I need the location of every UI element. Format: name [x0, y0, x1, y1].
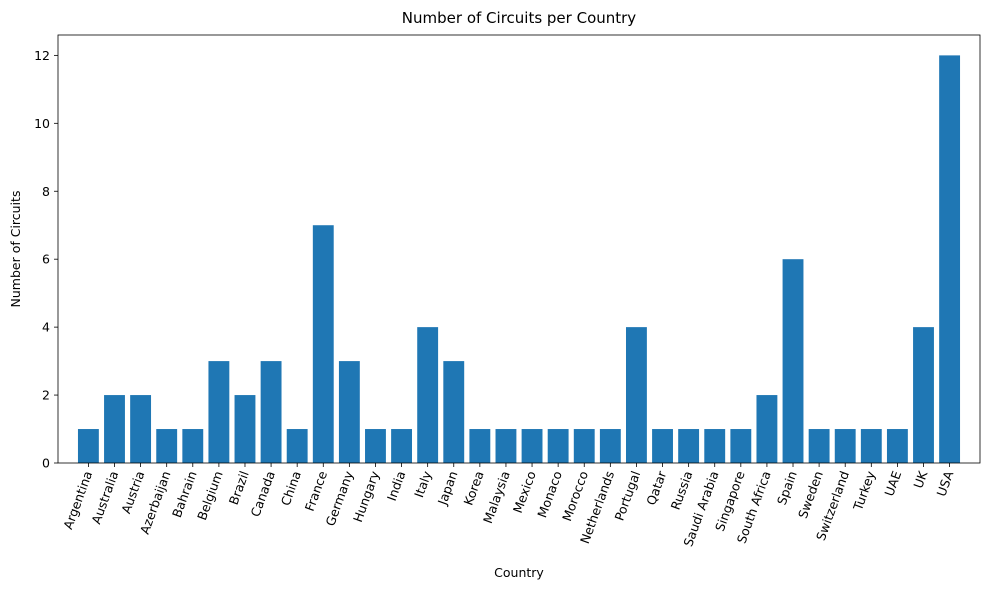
x-tick-label: Italy	[411, 468, 435, 499]
bar-switzerland	[834, 429, 856, 463]
x-tick-label: USA	[933, 468, 956, 498]
bar-korea	[469, 429, 491, 463]
bar-brazil	[234, 395, 256, 463]
x-tick-label: Mexico	[510, 469, 539, 515]
y-tick-label: 10	[34, 116, 50, 131]
y-tick-label: 0	[42, 456, 50, 471]
x-tick-label: UAE	[881, 469, 904, 498]
bar-uk	[913, 327, 934, 463]
x-tick-label: India	[384, 469, 409, 503]
bar-bahrain	[182, 429, 204, 463]
x-tick-label: Russia	[668, 469, 696, 512]
x-tick-label: Japan	[434, 469, 460, 508]
bar-sweden	[808, 429, 830, 463]
bar-turkey	[860, 429, 882, 463]
bar-netherlands	[599, 429, 621, 463]
bar-russia	[678, 429, 700, 463]
bar-spain	[782, 259, 804, 463]
bar-mexico	[521, 429, 543, 463]
bar-japan	[443, 361, 465, 463]
x-tick-label: UK	[910, 468, 930, 490]
plot-frame	[57, 34, 981, 464]
bar-hungary	[365, 429, 386, 463]
x-tick-label: Turkey	[850, 468, 879, 513]
x-tick-label: Austria	[118, 469, 147, 516]
y-tick-label: 6	[42, 252, 50, 267]
bar-singapore	[730, 429, 752, 463]
y-tick-label: 4	[42, 320, 50, 335]
chart-title: Number of Circuits per Country	[402, 9, 637, 27]
bar-morocco	[573, 429, 595, 463]
bar-azerbaijan	[156, 429, 178, 463]
bar-australia	[104, 395, 125, 463]
y-tick-label: 2	[42, 388, 50, 403]
bar-belgium	[208, 361, 230, 463]
x-tick-label: Canada	[248, 469, 278, 519]
bar-south-africa	[756, 395, 778, 463]
bar-france	[312, 225, 334, 463]
x-tick-label: Belgium	[194, 469, 226, 522]
y-tick-label: 12	[34, 48, 50, 63]
y-axis-label: Number of Circuits	[8, 191, 23, 308]
bar-usa	[939, 55, 961, 463]
bar-saudi-arabia	[704, 429, 726, 463]
bar-uae	[886, 429, 908, 463]
bar-monaco	[547, 429, 569, 463]
bar-germany	[338, 361, 360, 463]
bar-austria	[130, 395, 152, 463]
bar-china	[286, 429, 308, 463]
x-tick-label: Spain	[774, 469, 800, 507]
y-tick-label: 8	[42, 184, 50, 199]
x-axis: ArgentinaAustraliaAustriaAzerbaijanBahra…	[60, 463, 957, 549]
bar-argentina	[77, 429, 99, 463]
x-tick-label: Qatar	[643, 468, 669, 507]
x-tick-label: Korea	[460, 469, 486, 507]
bar-qatar	[652, 429, 673, 463]
bar-italy	[417, 327, 439, 463]
bar-india	[391, 429, 413, 463]
bar-canada	[260, 361, 282, 463]
x-tick-label: China	[278, 469, 304, 508]
bar-portugal	[625, 327, 647, 463]
x-tick-label: Brazil	[226, 469, 252, 507]
y-axis: 0 2 4 6 8 10 12	[34, 48, 58, 471]
x-tick-label: France	[302, 469, 330, 513]
bars-group	[77, 55, 961, 463]
x-axis-label: Country	[494, 565, 544, 580]
bar-malaysia	[495, 429, 517, 463]
x-tick-label: Portugal	[611, 469, 643, 523]
